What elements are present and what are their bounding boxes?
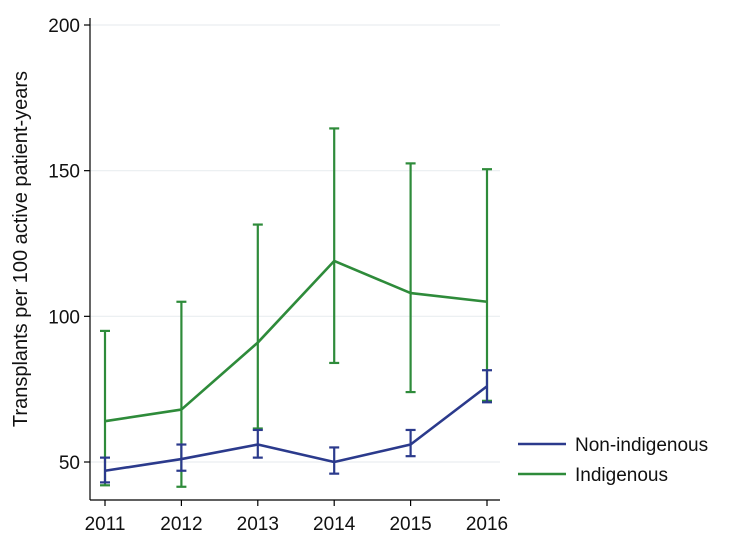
legend-item-non-indigenous: Non-indigenous: [518, 435, 708, 456]
x-tick-label: 2011: [85, 514, 126, 533]
y-tick-label: 100: [48, 307, 80, 328]
legend-label: Non-indigenous: [575, 435, 708, 456]
x-tick-label: 2013: [237, 514, 279, 533]
series-indigenous: [100, 127, 492, 488]
y-tick-label: 150: [48, 162, 80, 183]
series-layer: [100, 127, 492, 488]
x-tick-label: 2015: [389, 514, 431, 533]
x-tick-label: 2016: [466, 514, 508, 533]
series-line-indigenous: [104, 259, 488, 423]
axes: 50 100 150 200 2011 2012 2013 2014 2015 2016: [48, 16, 508, 533]
legend-label: Indigenous: [575, 465, 668, 486]
series-non-indigenous: [100, 369, 492, 484]
gridlines: [90, 24, 500, 463]
legend: Non-indigenous Indigenous: [518, 435, 708, 486]
series-line-non-indigenous: [104, 385, 488, 473]
legend-item-indigenous: Indigenous: [518, 465, 668, 486]
x-tick-label: 2014: [313, 514, 356, 533]
x-tick-label: 2012: [160, 514, 202, 533]
y-tick-label: 200: [48, 16, 80, 37]
y-axis-title: Transplants per 100 active patient-years: [10, 71, 32, 427]
y-tick-label: 50: [59, 453, 80, 474]
